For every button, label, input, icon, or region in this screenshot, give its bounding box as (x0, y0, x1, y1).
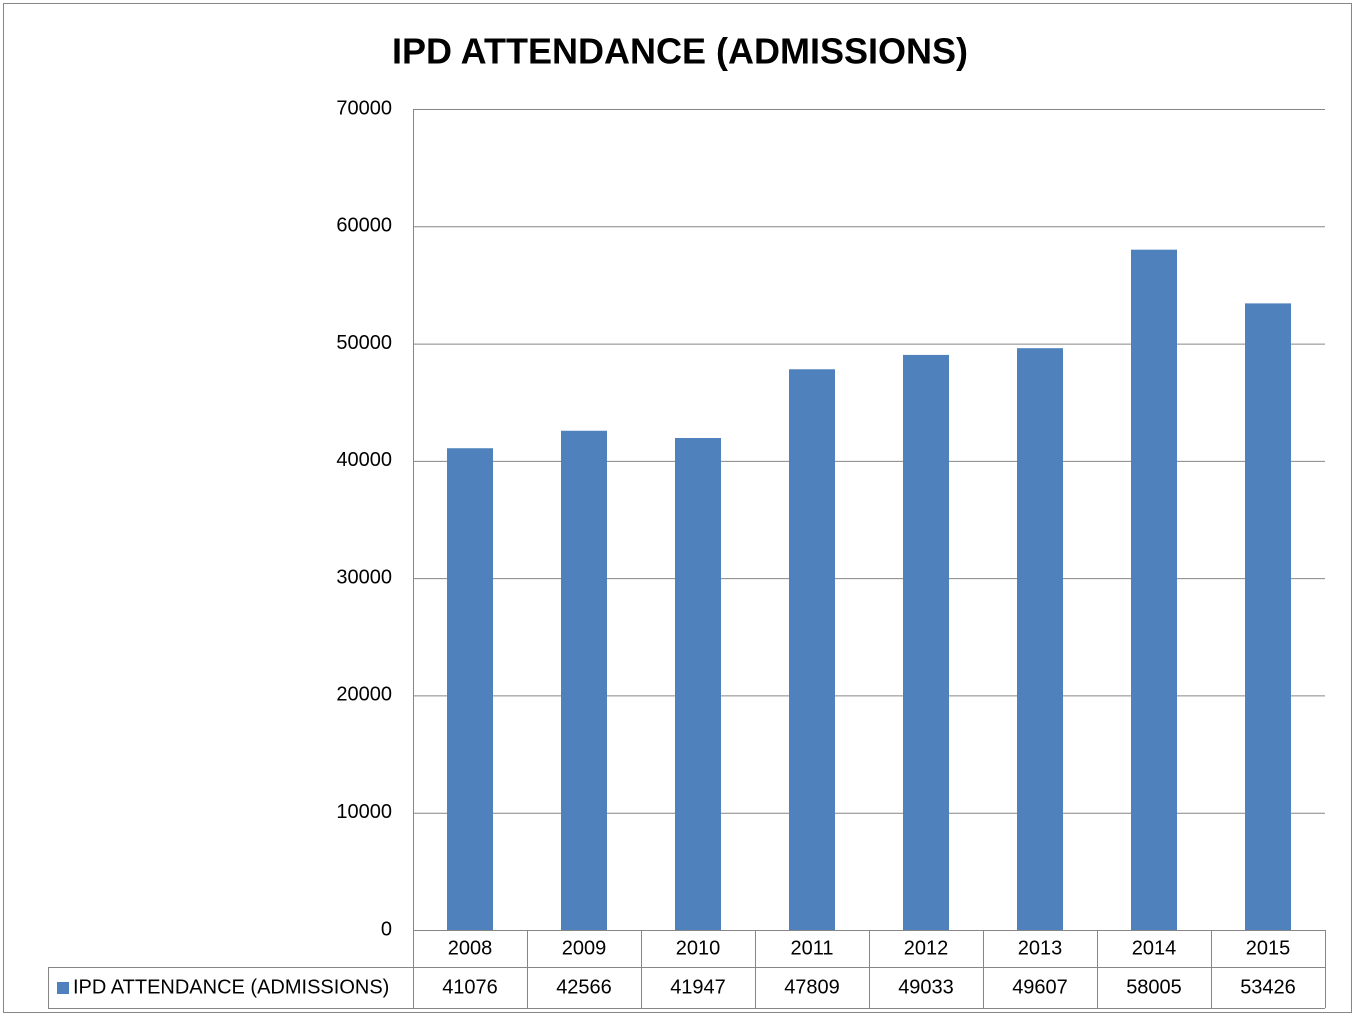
table-value: 42566 (556, 976, 612, 998)
y-tick-label: 0 (381, 918, 392, 940)
table-value: 41076 (442, 976, 498, 998)
x-tick-label: 2013 (1018, 937, 1063, 959)
bar (1131, 249, 1177, 931)
x-tick-label: 2011 (790, 937, 833, 959)
table-value: 49033 (898, 976, 954, 998)
y-tick-label: 30000 (336, 566, 392, 588)
bar (1245, 303, 1291, 930)
y-tick-label: 10000 (336, 801, 392, 823)
bar (1017, 348, 1063, 930)
table-value: 41947 (670, 976, 726, 998)
table-value: 53426 (1240, 976, 1296, 998)
x-tick-label: 2008 (448, 937, 493, 959)
table-value: 58005 (1126, 976, 1182, 998)
bar (903, 354, 949, 930)
bar (789, 369, 835, 930)
y-tick-label: 20000 (336, 684, 392, 706)
legend-key (57, 982, 69, 994)
legend-label: IPD ATTENDANCE (ADMISSIONS) (73, 976, 389, 998)
x-tick-label: 2012 (904, 937, 949, 959)
x-tick-label: 2015 (1246, 937, 1291, 959)
y-tick-label: 50000 (336, 332, 392, 354)
y-tick-label: 40000 (336, 449, 392, 471)
y-tick-label: 60000 (336, 215, 392, 237)
chart-title: IPD ATTENDANCE (ADMISSIONS) (392, 31, 968, 72)
x-tick-label: 2009 (562, 937, 607, 959)
bar (561, 430, 607, 930)
x-tick-label: 2014 (1132, 937, 1177, 959)
x-tick-label: 2010 (676, 937, 721, 959)
table-value: 49607 (1012, 976, 1068, 998)
y-tick-label: 70000 (336, 97, 392, 119)
bar (447, 448, 493, 930)
bar (675, 438, 721, 930)
table-value: 47809 (784, 976, 840, 998)
